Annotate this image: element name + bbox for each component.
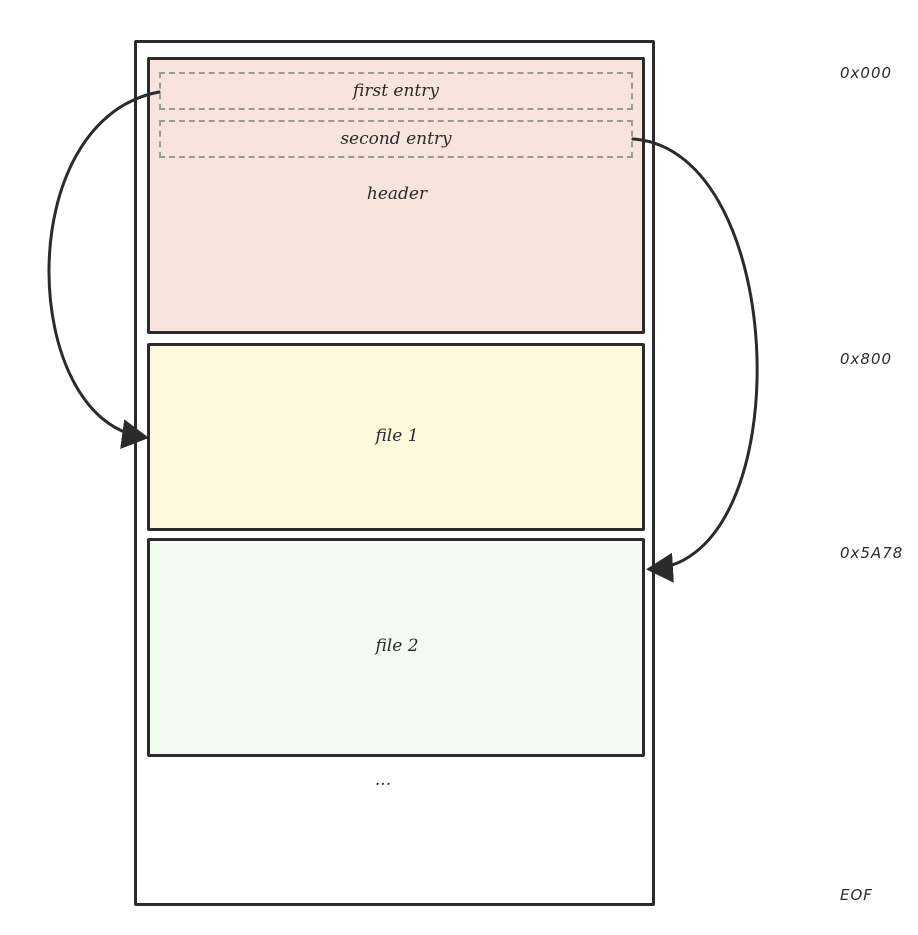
offset-label-file1: 0x800 [840, 350, 893, 368]
file2-label: file 2 [375, 636, 419, 656]
file1-label: file 1 [375, 426, 419, 446]
offset-label-eof: EOF [840, 886, 873, 904]
offset-label-file2: 0x5A78 [840, 544, 904, 562]
header-block [147, 57, 645, 334]
header-label: header [366, 184, 428, 204]
offset-label-start: 0x000 [840, 64, 893, 82]
first-entry-box: first entry [159, 72, 633, 110]
ellipsis-label: ... [374, 770, 392, 790]
file1-block [147, 343, 645, 531]
second-entry-label: second entry [340, 129, 452, 149]
file2-block [147, 538, 645, 757]
first-entry-label: first entry [353, 81, 439, 101]
second-entry-box: second entry [159, 120, 633, 158]
